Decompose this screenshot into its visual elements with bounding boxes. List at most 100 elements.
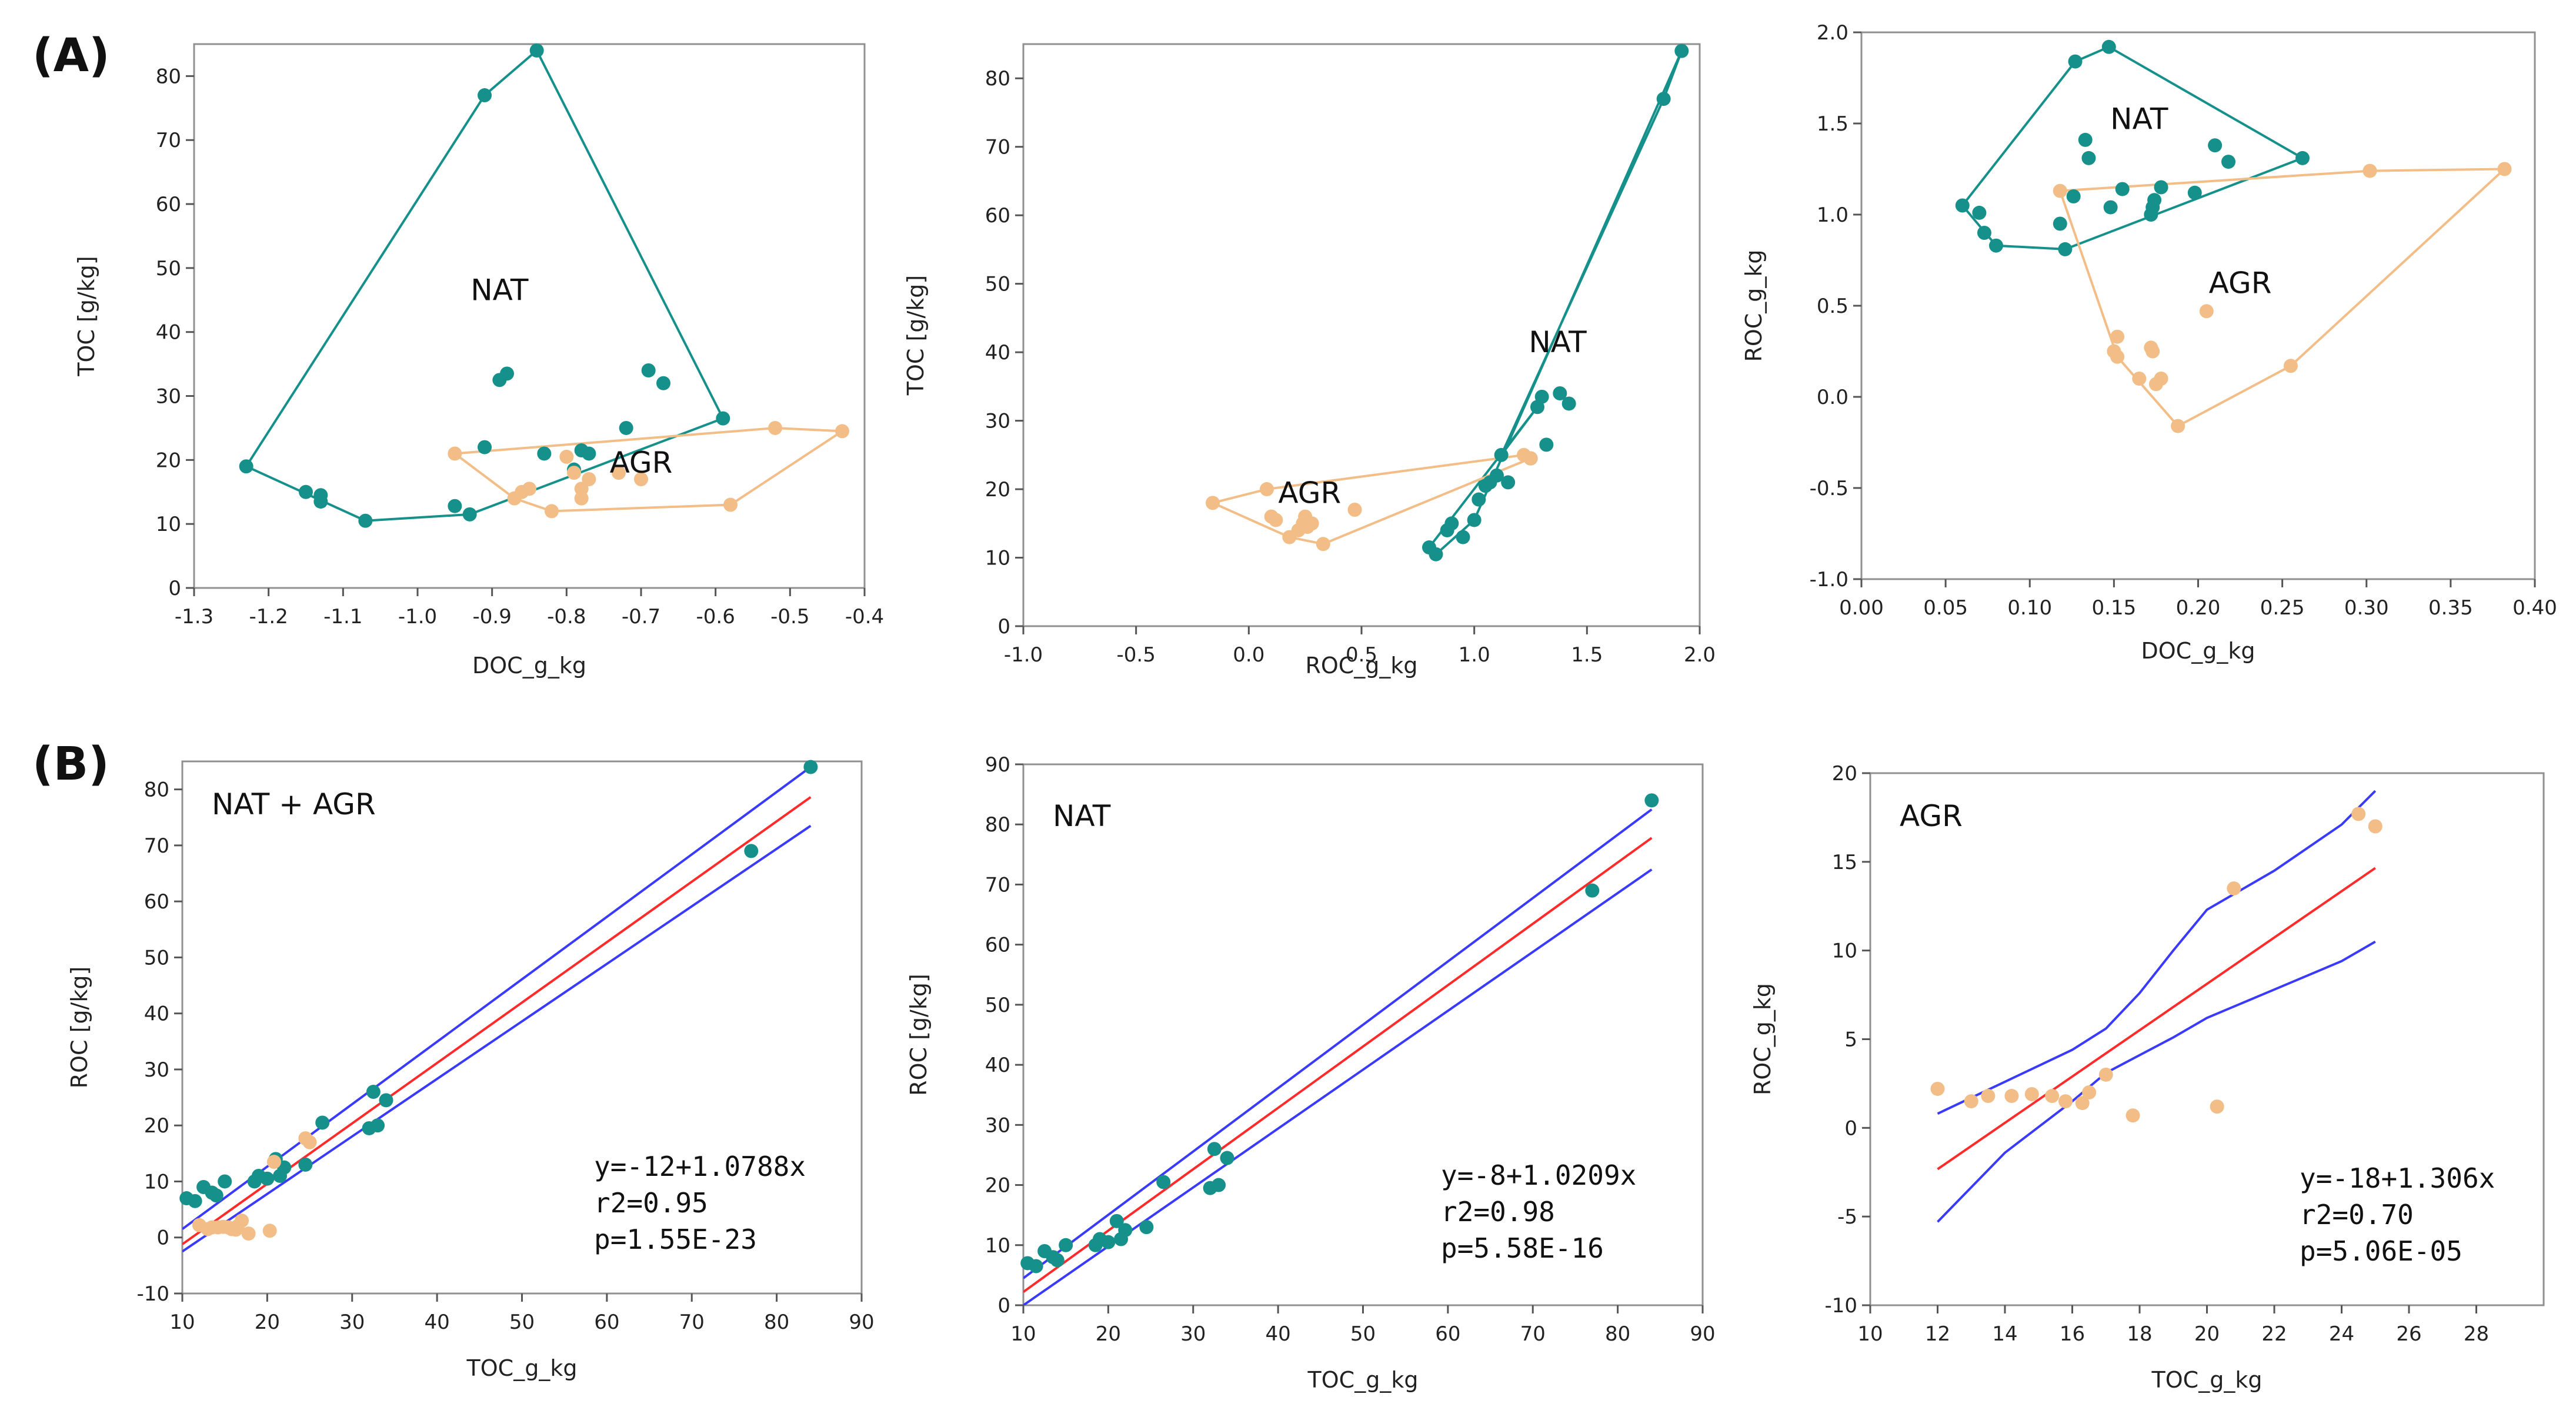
point-agr	[262, 1224, 277, 1238]
x-tick-label: 70	[679, 1311, 705, 1334]
point-nat	[1656, 92, 1671, 106]
x-tick-label: -1.0	[398, 605, 437, 629]
y-tick-label: -10	[1824, 1294, 1857, 1318]
hull-nat	[1428, 49, 1683, 556]
point-agr	[2154, 372, 2168, 386]
x-tick-label: -1.3	[175, 605, 213, 629]
regression-stat: y=-12+1.0788x	[594, 1151, 806, 1182]
x-tick-label: 20	[255, 1311, 280, 1334]
y-tick-label: 40	[985, 341, 1010, 365]
y-tick-label: 20	[985, 1174, 1010, 1198]
point-nat	[1467, 513, 1481, 527]
point-agr	[1269, 513, 1283, 527]
x-tick-label: -0.4	[845, 605, 884, 629]
x-tick-label: 20	[2194, 1322, 2220, 1346]
point-nat	[1955, 198, 1970, 213]
x-tick-label: 0.05	[1923, 596, 1968, 620]
point-nat	[582, 446, 596, 461]
point-nat	[239, 459, 253, 474]
point-nat	[2187, 185, 2202, 200]
y-tick-label: 60	[156, 193, 181, 216]
point-nat	[2103, 200, 2118, 215]
x-tick-label: 0.35	[2428, 596, 2473, 620]
point-nat	[2295, 151, 2310, 165]
point-agr	[2171, 419, 2185, 433]
panel-a-label: (A)	[32, 29, 110, 82]
point-agr	[634, 472, 648, 486]
x-tick-label: -1.0	[1004, 643, 1043, 667]
point-nat	[2101, 39, 2116, 54]
y-tick-label: 2.0	[1817, 21, 1848, 45]
ci-upper-line	[1937, 790, 2377, 1115]
y-tick-label: -0.5	[1810, 477, 1848, 500]
y-tick-label: 30	[144, 1058, 169, 1082]
panel-b-label: (B)	[32, 738, 109, 791]
y-tick-label: 0.0	[1817, 386, 1848, 409]
x-tick-label: 0.25	[2260, 596, 2305, 620]
x-tick-label: 10	[1857, 1322, 1883, 1346]
x-tick-label: 1.0	[1459, 643, 1490, 667]
point-agr	[1260, 482, 1274, 497]
y-tick-label: 40	[156, 321, 181, 345]
y-tick-label: 60	[985, 204, 1010, 228]
y-axis-label: ROC_g_kg	[1741, 249, 1767, 362]
chart-title: NAT	[1053, 799, 1111, 833]
plot-frame	[1022, 43, 1701, 627]
x-tick-label: -0.6	[696, 605, 735, 629]
y-tick-label: 80	[985, 67, 1010, 91]
x-tick-label: 40	[424, 1311, 449, 1334]
y-tick-label: 1.0	[1817, 203, 1848, 227]
point-nat	[1644, 793, 1659, 808]
x-tick-label: 90	[849, 1311, 874, 1334]
x-tick-label: -1.2	[249, 605, 288, 629]
point-agr	[2058, 1094, 2073, 1109]
y-tick-label: 70	[985, 136, 1010, 159]
x-tick-label: -0.9	[472, 605, 511, 629]
point-agr	[1316, 537, 1330, 551]
point-agr	[723, 497, 738, 512]
point-agr	[574, 482, 589, 496]
chart-title: NAT + AGR	[212, 787, 376, 821]
point-agr	[241, 1226, 256, 1241]
point-nat	[537, 446, 552, 461]
y-tick-label: 10	[1832, 940, 1857, 963]
point-nat	[299, 484, 313, 499]
chart-a3: 0.00 0.05 0.10 0.15 0.20 0.25 0.30 0.35 0.40 -1.0…	[1741, 21, 2557, 664]
x-tick-label: 28	[2464, 1322, 2489, 1346]
point-agr	[2004, 1089, 2019, 1104]
point-nat	[366, 1085, 381, 1099]
x-tick-label: 50	[1350, 1322, 1376, 1346]
x-tick-label: 18	[2127, 1322, 2152, 1346]
point-nat	[619, 420, 633, 435]
x-tick-label: -0.7	[622, 605, 660, 629]
point-agr	[582, 472, 596, 486]
point-nat	[379, 1093, 393, 1108]
point-nat	[1444, 516, 1459, 531]
x-tick-label: 0.0	[1233, 643, 1264, 667]
point-agr	[2075, 1096, 2090, 1111]
point-nat	[1539, 437, 1554, 452]
point-nat	[1059, 1238, 1073, 1252]
y-tick-label: 50	[156, 257, 181, 280]
y-tick-label: 80	[156, 65, 181, 88]
point-nat	[2208, 138, 2223, 153]
y-tick-label: 5	[1844, 1028, 1857, 1052]
point-nat	[1674, 44, 1689, 58]
point-agr	[522, 482, 536, 496]
point-agr	[2210, 1099, 2224, 1114]
point-nat	[209, 1188, 223, 1203]
x-tick-label: 0.20	[2176, 596, 2221, 620]
x-tick-label: 14	[1992, 1322, 2017, 1346]
point-nat	[462, 507, 477, 522]
y-tick-label: 30	[985, 1114, 1010, 1137]
point-nat	[2221, 155, 2236, 169]
y-tick-label: 0	[997, 1294, 1010, 1318]
x-axis-label: DOC_g_kg	[2141, 638, 2255, 664]
group-label-agr: AGR	[2209, 266, 2272, 300]
y-tick-label: 15	[1832, 851, 1857, 874]
point-agr	[235, 1214, 249, 1228]
y-tick-label: 60	[144, 890, 169, 914]
y-tick-label: -5	[1837, 1205, 1857, 1229]
point-nat	[2147, 193, 2162, 208]
y-tick-label: -1.0	[1810, 568, 1848, 591]
